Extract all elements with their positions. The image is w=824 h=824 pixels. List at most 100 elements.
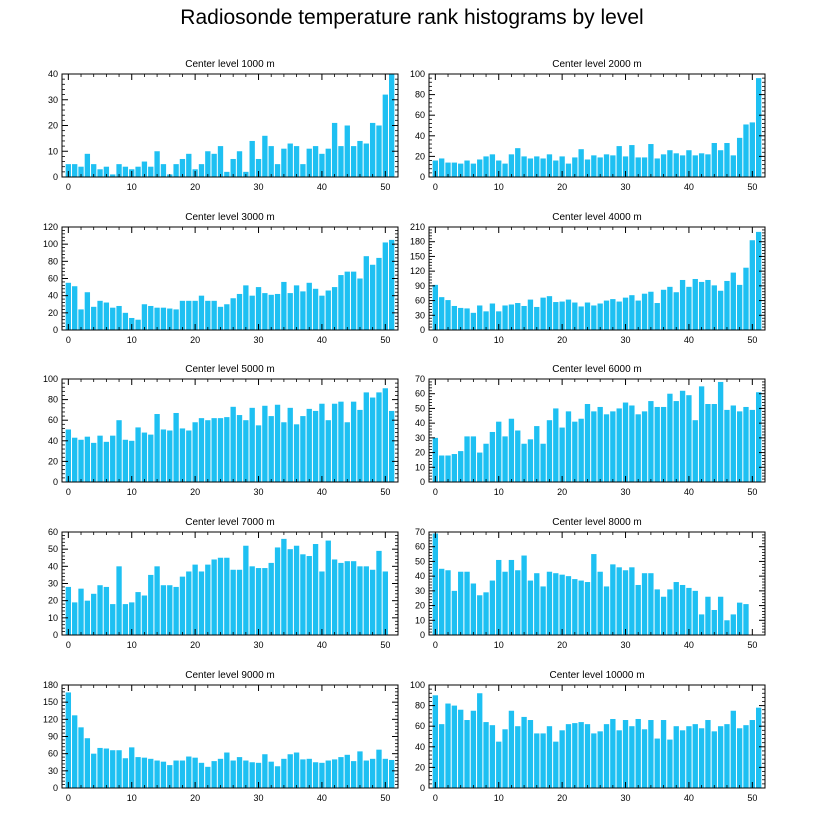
plot-frame [61,378,399,483]
panel-title: Center level 6000 m [552,364,642,375]
bar [464,160,470,177]
bar [173,412,179,482]
bar [591,733,597,788]
x-tick-label: 50 [747,182,757,192]
bar [198,295,205,330]
y-tick-label: 60 [415,542,425,552]
x-tick-label: 20 [190,487,200,497]
bar [389,410,395,482]
x-tick-label: 20 [190,182,200,192]
bar [610,299,616,330]
bar [711,285,717,330]
y-tick-label: 100 [410,680,425,690]
bar [622,570,629,635]
bar [300,554,306,635]
bar [281,422,287,482]
panel-title: Center level 2000 m [552,59,642,70]
bar [300,164,306,178]
bar [122,758,129,788]
y-tick-label: 80 [415,90,425,100]
bar [496,160,502,177]
bar [338,562,344,635]
bar [154,566,160,635]
y-tick-label: 60 [48,274,58,284]
bar [167,585,173,635]
bar [496,559,502,635]
y-tick-label: 30 [48,766,58,776]
bar [382,571,388,635]
x-tick-label: 0 [433,487,438,497]
bar [179,158,186,177]
bar [110,435,116,482]
bar [464,308,470,330]
bar [521,716,527,788]
bar [268,294,274,330]
bar [705,404,711,482]
bar [205,564,211,635]
bar [527,720,534,788]
bar [287,407,293,482]
bar [350,146,357,177]
bar [616,730,622,788]
bar [135,319,141,330]
x-tick-label: 30 [621,335,631,345]
y-tick-label: 60 [415,389,425,399]
bar [363,392,369,482]
y-tick-label: 40 [415,742,425,752]
bar [673,292,679,330]
y-tick-label: 40 [48,69,58,79]
bar [717,290,724,330]
y-tick-label: 80 [415,701,425,711]
x-tick-label: 30 [621,487,631,497]
bar [584,404,591,482]
bar [749,122,755,177]
bar [224,171,230,177]
bar [325,148,331,177]
bar [287,754,293,788]
bar [344,271,350,330]
y-tick-label: 50 [48,544,58,554]
bar [648,291,654,330]
bar [622,402,629,482]
bar [692,155,698,177]
bar [192,300,198,330]
bar [546,296,553,330]
bar [432,533,439,635]
bar [597,157,603,177]
bar [167,430,173,482]
bar [432,284,439,330]
histogram-panel-8: Center level 8000 m 0 10 20 30 40 50 0 10 20 30 40 5… [415,517,766,650]
bar [357,278,363,330]
bar [622,156,629,177]
y-tick-label: 150 [43,697,58,707]
y-tick-label: 0 [53,783,58,793]
bar [736,728,743,788]
bar [470,710,477,788]
bar [692,278,698,330]
bar [610,411,616,482]
bar [458,307,464,330]
bar [540,443,546,482]
x-tick-label: 10 [494,182,504,192]
bar [464,571,470,635]
bar [91,442,97,482]
bar [749,409,755,482]
x-tick-label: 40 [684,487,694,497]
bar [103,748,110,788]
bar [584,724,591,788]
bar [756,231,762,330]
x-tick-label: 10 [494,487,504,497]
bar [319,571,325,635]
bar [160,761,167,788]
x-tick-label: 20 [557,487,567,497]
bar [686,726,692,788]
bar [249,295,255,330]
bar [211,300,217,330]
y-tick-label: 0 [420,325,425,335]
bar [578,418,584,482]
x-tick-label: 20 [557,335,567,345]
bar [179,300,186,330]
bar [122,312,129,330]
bar [603,586,610,635]
